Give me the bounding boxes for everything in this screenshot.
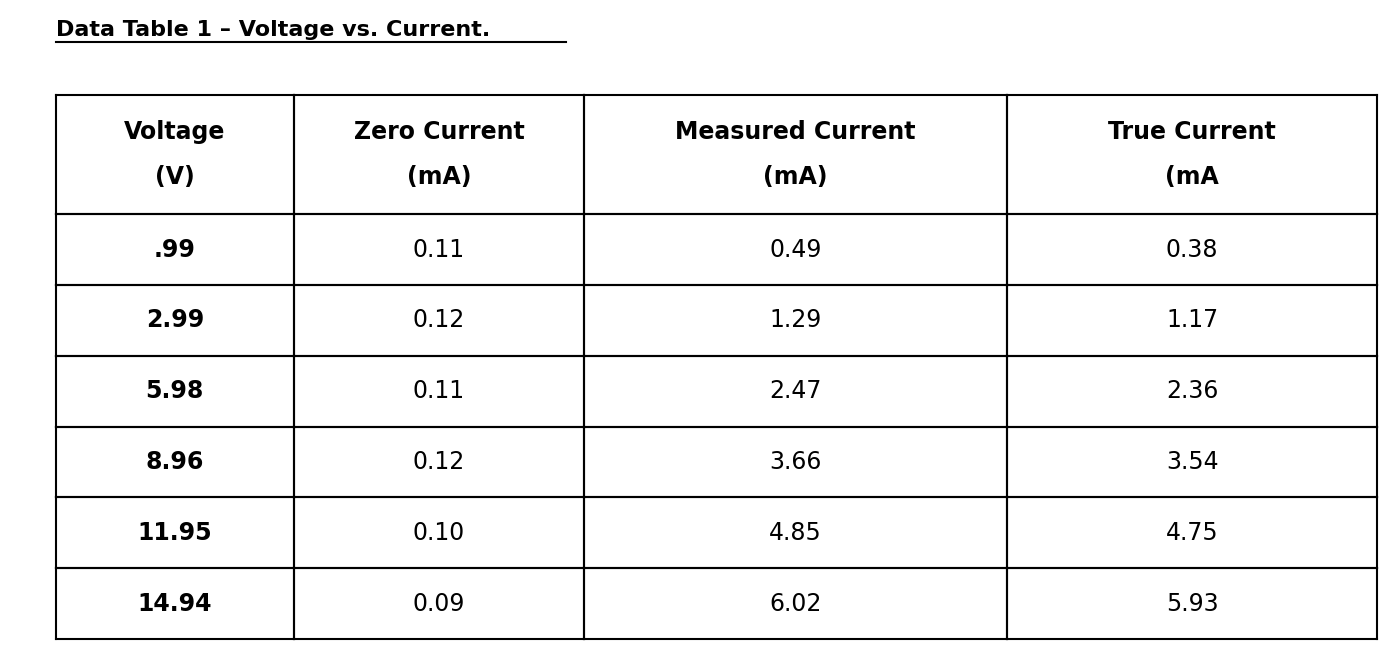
Text: (mA): (mA) (763, 165, 828, 189)
Text: 2.47: 2.47 (769, 379, 822, 403)
Text: 2.36: 2.36 (1166, 379, 1218, 403)
Text: 4.75: 4.75 (1166, 521, 1219, 545)
Text: 1.17: 1.17 (1166, 308, 1218, 333)
Text: 14.94: 14.94 (137, 591, 212, 615)
Text: 0.09: 0.09 (412, 591, 466, 615)
Text: 3.54: 3.54 (1166, 450, 1219, 474)
Text: 2.99: 2.99 (145, 308, 204, 333)
Text: 5.98: 5.98 (145, 379, 204, 403)
Text: True Current: True Current (1109, 119, 1276, 143)
Text: 8.96: 8.96 (145, 450, 204, 474)
Text: Voltage: Voltage (124, 119, 225, 143)
Text: 1.29: 1.29 (770, 308, 822, 333)
Text: 0.10: 0.10 (412, 521, 466, 545)
Text: 0.11: 0.11 (412, 238, 466, 261)
Text: 3.66: 3.66 (769, 450, 822, 474)
Text: 0.12: 0.12 (412, 308, 466, 333)
Text: 11.95: 11.95 (137, 521, 212, 545)
Text: 0.12: 0.12 (412, 450, 466, 474)
Text: 0.49: 0.49 (769, 238, 822, 261)
Text: 6.02: 6.02 (769, 591, 822, 615)
Text: 0.38: 0.38 (1166, 238, 1218, 261)
Text: Measured Current: Measured Current (675, 119, 916, 143)
Text: (V): (V) (155, 165, 194, 189)
Text: (mA: (mA (1165, 165, 1219, 189)
Text: 5.93: 5.93 (1166, 591, 1219, 615)
Text: (mA): (mA) (407, 165, 471, 189)
Text: 4.85: 4.85 (769, 521, 822, 545)
Text: Data Table 1 – Voltage vs. Current.: Data Table 1 – Voltage vs. Current. (56, 20, 491, 40)
Text: 0.11: 0.11 (412, 379, 466, 403)
Text: .99: .99 (154, 238, 196, 261)
Text: Zero Current: Zero Current (354, 119, 524, 143)
